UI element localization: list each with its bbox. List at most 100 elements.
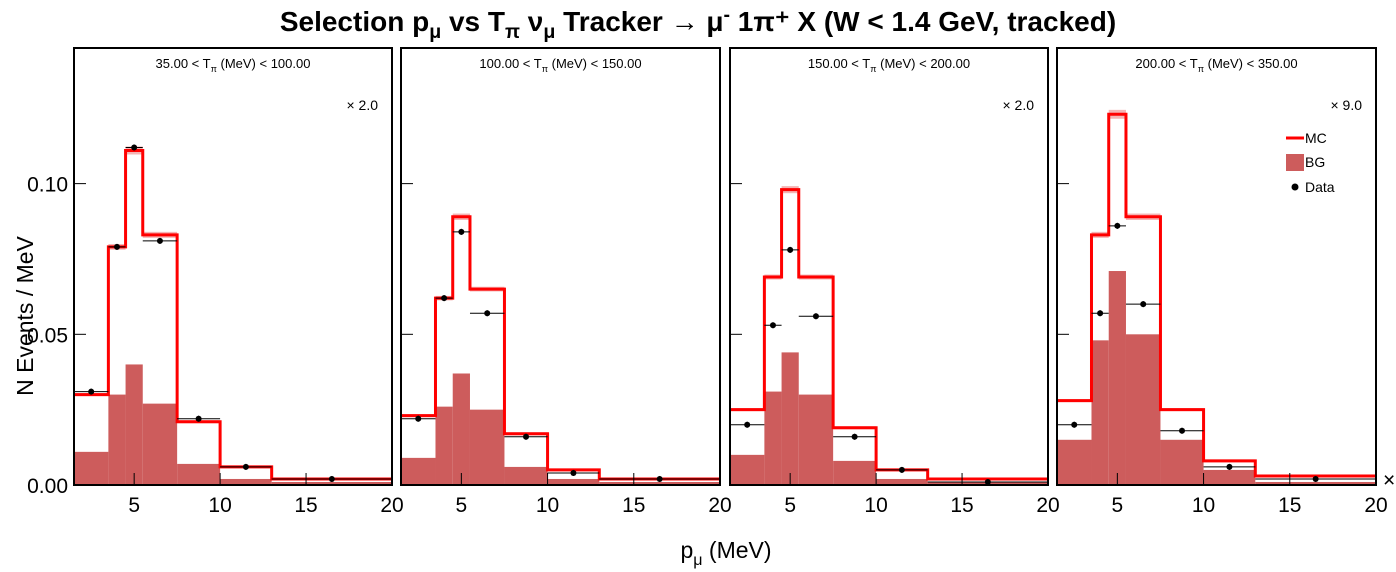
- x-tick-label: 20: [1364, 494, 1387, 517]
- x-tick-label: 10: [208, 494, 231, 517]
- panels-group: 0.00 0.05 0.10 5 10 15 20 35.00 < Tπ (MeV) < 10…: [27, 47, 1388, 517]
- x-tick-label: 10: [864, 494, 887, 517]
- bg-bar: [1057, 439, 1092, 485]
- bg-bar: [1091, 340, 1109, 485]
- legend-label-data: Data: [1305, 179, 1335, 195]
- bg-bar: [435, 406, 453, 485]
- data-point: [523, 433, 530, 440]
- bg-bar: [271, 481, 392, 485]
- bg-bar: [1125, 334, 1161, 485]
- y-tick-label: 0.10: [27, 174, 68, 197]
- x-tick-label: 10: [1192, 494, 1215, 517]
- bg-bar: [1203, 469, 1256, 485]
- data-point: [441, 295, 448, 302]
- legend: MC BG Data: [1286, 130, 1335, 195]
- data-point: [1312, 475, 1319, 482]
- panel-3: 5 10 15 20 150.00 < Tπ (MeV) < 200.00 × 2.0: [729, 47, 1060, 517]
- bg-bar: [730, 454, 765, 485]
- y-axis-label: N Events / MeV: [12, 235, 38, 395]
- legend-label-mc: MC: [1305, 130, 1327, 146]
- figure-title: Selection pμ vs Tπ νμ Tracker → μ- 1π⁺ X…: [280, 4, 1116, 43]
- bg-bar: [401, 457, 436, 485]
- y-tick-label: 0.00: [27, 475, 68, 498]
- data-point: [484, 310, 491, 317]
- x-tick-label: 5: [784, 494, 796, 517]
- y-tick-label: 0.05: [27, 324, 68, 347]
- panel-title: 35.00 < Tπ (MeV) < 100.00: [156, 56, 311, 74]
- bg-bar: [833, 460, 877, 485]
- mc-line: [1057, 112, 1376, 478]
- data-point: [1114, 222, 1121, 229]
- bg-bar: [108, 394, 126, 485]
- x-tick-label: 15: [294, 494, 317, 517]
- data-point: [744, 421, 751, 428]
- data-point: [156, 237, 163, 244]
- bg-bar: [1160, 439, 1204, 485]
- x-tick-label: 10: [536, 494, 559, 517]
- panel-4: 5 10 15 20 200.00 < Tπ (MeV) < 350.00 × 9.0: [1056, 47, 1388, 517]
- bg-bar: [504, 466, 548, 485]
- data-point: [415, 415, 422, 422]
- bg-bar: [1255, 481, 1376, 485]
- x-tick-label: 5: [128, 494, 140, 517]
- data-point: [898, 466, 905, 473]
- data-point: [851, 433, 858, 440]
- data-point: [242, 463, 249, 470]
- panel-frame: [729, 47, 1049, 486]
- panel-title: 150.00 < Tπ (MeV) < 200.00: [808, 56, 970, 74]
- panel-title: 200.00 < Tπ (MeV) < 350.00: [1135, 56, 1297, 74]
- x-tick-label: 5: [456, 494, 468, 517]
- x-tick-label: 20: [1036, 494, 1059, 517]
- data-point: [458, 228, 465, 235]
- bg-bar: [125, 364, 143, 485]
- legend-bg-swatch: [1286, 154, 1304, 171]
- panel-2: 5 10 15 20 100.00 < Tπ (MeV) < 150.00: [400, 47, 732, 517]
- panel-title: 100.00 < Tπ (MeV) < 150.00: [479, 56, 641, 74]
- x-tick-label: 15: [1278, 494, 1301, 517]
- data-point: [656, 475, 663, 482]
- data-point: [812, 313, 819, 320]
- x-axis-label: pμ (MeV): [680, 537, 771, 569]
- bg-bar: [469, 409, 505, 485]
- panel-frame: [1056, 47, 1377, 486]
- bg-bar: [599, 481, 720, 485]
- panel-frame: [400, 47, 721, 486]
- data-point: [787, 246, 794, 253]
- data-point: [328, 475, 335, 482]
- data-point: [1179, 427, 1186, 434]
- bg-bar: [764, 391, 782, 485]
- bg-bar: [452, 373, 470, 485]
- data-point: [1071, 421, 1078, 428]
- data-point: [131, 144, 138, 151]
- bg-bar: [142, 403, 178, 485]
- data-point: [88, 388, 95, 395]
- bg-bar: [876, 478, 928, 485]
- x-tick-label: 5: [1112, 494, 1124, 517]
- bg-bar: [547, 478, 600, 485]
- bg-bar: [1108, 271, 1126, 485]
- data-point: [570, 469, 577, 476]
- x-tick-label: 15: [950, 494, 973, 517]
- legend-label-bg: BG: [1305, 154, 1325, 170]
- x-tick-label: 15: [622, 494, 645, 517]
- scale-factor: × 2.0: [346, 97, 378, 113]
- panel-1: 0.00 0.05 0.10 5 10 15 20 35.00 < Tπ (MeV) < 10…: [27, 47, 404, 517]
- bg-bar: [220, 478, 272, 485]
- bg-bar: [798, 394, 834, 485]
- data-point: [984, 478, 991, 485]
- bg-bar: [177, 463, 221, 485]
- bg-bar: [781, 352, 799, 485]
- data-point: [769, 322, 776, 329]
- x-tick-label: 20: [380, 494, 403, 517]
- scale-factor: × 9.0: [1330, 97, 1362, 113]
- data-point: [195, 415, 202, 422]
- data-point: [113, 243, 120, 250]
- legend-data-swatch: [1291, 183, 1299, 191]
- scale-factor: × 2.0: [1002, 97, 1034, 113]
- data-point: [1226, 463, 1233, 470]
- x-tick-label: 20: [708, 494, 731, 517]
- data-point: [1140, 301, 1147, 308]
- corner-mark: ×: [1383, 469, 1395, 492]
- data-point: [1097, 310, 1104, 317]
